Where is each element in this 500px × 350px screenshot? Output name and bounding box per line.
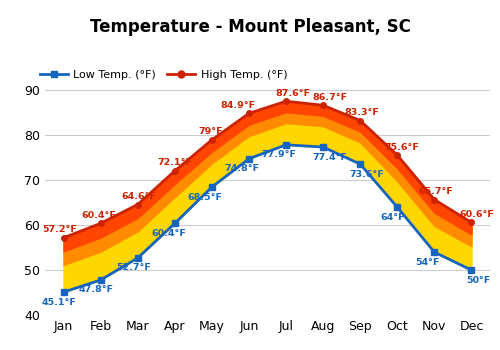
- High Temp. (°F): [98, 221, 103, 225]
- Low Temp. (°F): [172, 221, 178, 225]
- Text: 50°F: 50°F: [466, 275, 490, 285]
- Text: 79°F: 79°F: [198, 127, 223, 136]
- Low Temp. (°F): [357, 162, 363, 166]
- High Temp. (°F): [432, 197, 438, 202]
- Text: 77.9°F: 77.9°F: [262, 150, 296, 159]
- Low Temp. (°F): [468, 268, 474, 272]
- High Temp. (°F): [246, 111, 252, 116]
- Text: 75.6°F: 75.6°F: [384, 142, 419, 152]
- Low Temp. (°F): [320, 145, 326, 149]
- Low Temp. (°F): [246, 157, 252, 161]
- High Temp. (°F): [468, 220, 474, 225]
- Line: High Temp. (°F): High Temp. (°F): [61, 98, 474, 240]
- Text: 45.1°F: 45.1°F: [42, 298, 77, 307]
- Low Temp. (°F): [209, 185, 215, 189]
- Low Temp. (°F): [283, 143, 289, 147]
- Low Temp. (°F): [432, 250, 438, 254]
- Text: 87.6°F: 87.6°F: [276, 89, 310, 98]
- Legend: Low Temp. (°F), High Temp. (°F): Low Temp. (°F), High Temp. (°F): [36, 65, 292, 84]
- High Temp. (°F): [283, 99, 289, 103]
- High Temp. (°F): [209, 138, 215, 142]
- Text: Temperature - Mount Pleasant, SC: Temperature - Mount Pleasant, SC: [90, 18, 410, 35]
- Text: 65.7°F: 65.7°F: [418, 187, 453, 196]
- Text: 83.3°F: 83.3°F: [344, 108, 379, 117]
- High Temp. (°F): [60, 236, 66, 240]
- Text: 47.8°F: 47.8°F: [79, 286, 114, 294]
- Text: 86.7°F: 86.7°F: [312, 93, 348, 102]
- Text: 72.1°F: 72.1°F: [158, 158, 192, 167]
- High Temp. (°F): [394, 153, 400, 157]
- Line: Low Temp. (°F): Low Temp. (°F): [61, 142, 474, 295]
- Text: 68.5°F: 68.5°F: [188, 193, 222, 202]
- Text: 54°F: 54°F: [415, 258, 440, 267]
- Low Temp. (°F): [134, 256, 140, 260]
- Low Temp. (°F): [60, 290, 66, 294]
- Text: 64°F: 64°F: [381, 213, 406, 222]
- Text: 57.2°F: 57.2°F: [42, 225, 77, 234]
- Text: 52.7°F: 52.7°F: [116, 264, 151, 272]
- High Temp. (°F): [357, 118, 363, 122]
- Text: 77.4°F: 77.4°F: [312, 153, 348, 162]
- Text: 60.4°F: 60.4°F: [152, 229, 186, 238]
- Text: 64.6°F: 64.6°F: [122, 192, 156, 201]
- Low Temp. (°F): [98, 278, 103, 282]
- Text: 60.6°F: 60.6°F: [460, 210, 494, 219]
- Text: 84.9°F: 84.9°F: [220, 101, 256, 110]
- High Temp. (°F): [134, 202, 140, 206]
- Low Temp. (°F): [394, 205, 400, 209]
- High Temp. (°F): [320, 103, 326, 107]
- Text: 74.8°F: 74.8°F: [224, 164, 260, 173]
- High Temp. (°F): [172, 169, 178, 173]
- Text: 60.4°F: 60.4°F: [82, 211, 116, 220]
- Text: 73.6°F: 73.6°F: [350, 170, 384, 178]
